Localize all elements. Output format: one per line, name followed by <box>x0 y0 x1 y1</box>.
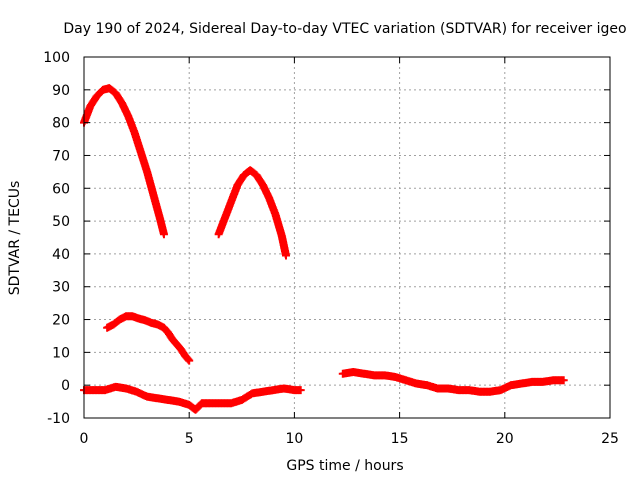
y-tick-label: 60 <box>52 181 70 197</box>
y-axis-label: SDTVAR / TECUs <box>7 181 23 296</box>
tick-layer: 0 5 10 15 20 25 -10 0 10 20 30 40 50 60 70 80 90 100 <box>43 50 619 447</box>
x-tick-label: 15 <box>391 431 409 447</box>
y-tick-label: 40 <box>52 247 70 263</box>
series-arc-5 <box>338 368 568 396</box>
data-point <box>296 386 305 395</box>
y-tick-label: 80 <box>52 116 70 132</box>
x-tick-label: 5 <box>185 431 194 447</box>
x-tick-label: 25 <box>601 431 619 447</box>
x-tick-label: 10 <box>285 431 303 447</box>
series-arc-4 <box>80 382 305 414</box>
chart-title: Day 190 of 2024, Sidereal Day-to-day VTE… <box>63 21 626 37</box>
x-tick-label: 0 <box>80 431 89 447</box>
y-tick-label: -10 <box>47 411 70 427</box>
x-axis-label: GPS time / hours <box>286 458 403 474</box>
grid-layer <box>84 57 610 418</box>
y-tick-label: 70 <box>52 148 70 164</box>
y-tick-label: 10 <box>52 345 70 361</box>
y-tick-label: 90 <box>52 83 70 99</box>
data-layer <box>80 84 568 414</box>
y-tick-label: 30 <box>52 280 70 296</box>
series-arc-3 <box>103 312 194 365</box>
x-tick-label: 20 <box>496 431 514 447</box>
y-tick-label: 50 <box>52 214 70 230</box>
y-tick-label: 0 <box>61 378 70 394</box>
data-point <box>559 376 568 385</box>
data-point <box>159 230 168 239</box>
plot-frame <box>83 56 611 419</box>
data-point <box>281 251 290 260</box>
y-tick-label: 100 <box>43 50 70 66</box>
y-tick-label: 20 <box>52 313 70 329</box>
series-arc-1 <box>80 84 168 239</box>
data-point <box>185 356 194 365</box>
series-arc-2 <box>214 166 290 260</box>
